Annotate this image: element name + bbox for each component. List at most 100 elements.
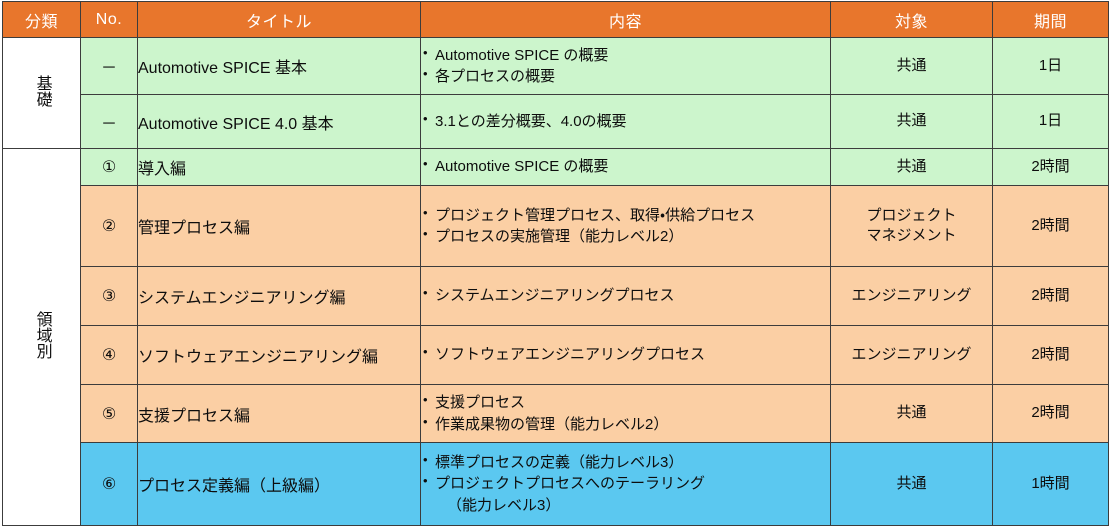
target-lines: 共通 xyxy=(831,403,992,423)
target-lines: エンジニアリング xyxy=(831,345,992,365)
table-header: 分類 No. タイトル 内容 対象 期間 xyxy=(2,1,1109,38)
content-bullet: Automotive SPICE の概要 xyxy=(421,44,830,66)
target-line: プロジェクト xyxy=(866,206,957,224)
target-line: 共通 xyxy=(896,474,927,492)
content-bullet: 3.1との差分概要、4.0の概要 xyxy=(421,110,830,132)
row-no: ③ xyxy=(80,266,138,326)
category-label: 領域別 xyxy=(33,310,51,359)
category-cell-domain: 領域別 xyxy=(2,148,81,526)
content-bullet: システムエンジニアリングプロセス xyxy=(421,284,830,306)
row-title: 支援プロセス編 xyxy=(137,384,421,443)
content-bullet: ソフトウェアエンジニアリングプロセス xyxy=(421,343,830,365)
target-line: エンジニアリング xyxy=(851,286,972,304)
content-bullet: 各プロセスの概要 xyxy=(421,65,830,87)
row-term: 2時間 xyxy=(992,185,1109,267)
column-header-no: No. xyxy=(80,1,138,38)
content-bullet-list: ソフトウェアエンジニアリングプロセス xyxy=(421,343,830,365)
row-term: 2時間 xyxy=(992,384,1109,443)
content-bullet: プロジェクトプロセスへのテーラリング xyxy=(421,472,830,494)
category-label: 基礎 xyxy=(33,74,51,107)
target-lines: プロジェクト マネジメント xyxy=(831,206,992,247)
table-row: ④ ソフトウェアエンジニアリング編 ソフトウェアエンジニアリングプロセス エンジ… xyxy=(3,325,1109,385)
target-lines: 共通 xyxy=(831,111,992,131)
row-no: － xyxy=(80,94,138,149)
column-header-target: 対象 xyxy=(830,1,993,38)
row-target: エンジニアリング xyxy=(830,325,993,385)
row-content: Automotive SPICE の概要 各プロセスの概要 xyxy=(420,37,831,95)
column-header-term: 期間 xyxy=(992,1,1109,38)
row-target: 共通 xyxy=(830,442,993,526)
row-content: 3.1との差分概要、4.0の概要 xyxy=(420,94,831,149)
target-lines: エンジニアリング xyxy=(831,286,992,306)
content-bullet-list: Automotive SPICE の概要 xyxy=(421,155,830,177)
table-row: ② 管理プロセス編 プロジェクト管理プロセス、取得・供給プロセス プロセスの実施… xyxy=(3,185,1109,267)
content-bullet: 標準プロセスの定義（能力レベル3） xyxy=(421,451,830,473)
row-target: 共通 xyxy=(830,37,993,95)
column-header-title: タイトル xyxy=(137,1,421,38)
row-target: エンジニアリング xyxy=(830,266,993,326)
row-no: － xyxy=(80,37,138,95)
table-row: ⑥ プロセス定義編（上級編） 標準プロセスの定義（能力レベル3） プロジェクトプ… xyxy=(3,442,1109,526)
row-term: 1日 xyxy=(992,37,1109,95)
content-bullet-list: Automotive SPICE の概要 各プロセスの概要 xyxy=(421,44,830,88)
row-content: システムエンジニアリングプロセス xyxy=(420,266,831,326)
target-lines: 共通 xyxy=(831,157,992,177)
row-target: プロジェクト マネジメント xyxy=(830,185,993,267)
row-title: プロセス定義編（上級編） xyxy=(137,442,421,526)
row-no: ⑤ xyxy=(80,384,138,443)
row-title: Automotive SPICE 4.0 基本 xyxy=(137,94,421,149)
row-target: 共通 xyxy=(830,384,993,443)
target-lines: 共通 xyxy=(831,474,992,494)
row-target: 共通 xyxy=(830,148,993,186)
row-term: 2時間 xyxy=(992,325,1109,385)
row-title: システムエンジニアリング編 xyxy=(137,266,421,326)
row-content: 標準プロセスの定義（能力レベル3） プロジェクトプロセスへのテーラリング （能力… xyxy=(420,442,831,526)
row-no: ② xyxy=(80,185,138,267)
row-title: 導入編 xyxy=(137,148,421,186)
row-content: Automotive SPICE の概要 xyxy=(420,148,831,186)
content-bullet: プロセスの実施管理（能力レベル2） xyxy=(421,225,830,247)
column-header-class: 分類 xyxy=(2,1,81,38)
row-no: ① xyxy=(80,148,138,186)
content-bullet-list: 標準プロセスの定義（能力レベル3） プロジェクトプロセスへのテーラリング （能力… xyxy=(421,451,830,516)
table-row: ③ システムエンジニアリング編 システムエンジニアリングプロセス エンジニアリン… xyxy=(3,266,1109,326)
content-bullet: プロジェクト管理プロセス、取得・供給プロセス xyxy=(421,204,830,226)
table-row: 領域別 ① 導入編 Automotive SPICE の概要 共通 2時間 xyxy=(2,148,1109,526)
target-line: 共通 xyxy=(896,56,927,74)
content-bullet-list: 支援プロセス 作業成果物の管理（能力レベル2） xyxy=(421,391,830,435)
row-term: 2時間 xyxy=(992,266,1109,326)
content-bullet-list: プロジェクト管理プロセス、取得・供給プロセス プロセスの実施管理（能力レベル2） xyxy=(421,204,830,248)
table-header-row: 分類 No. タイトル 内容 対象 期間 xyxy=(2,1,1109,38)
row-no: ④ xyxy=(80,325,138,385)
target-line: マネジメント xyxy=(866,227,957,244)
row-term: 2時間 xyxy=(992,148,1109,186)
row-no: ⑥ xyxy=(80,442,138,526)
row-content: 支援プロセス 作業成果物の管理（能力レベル2） xyxy=(420,384,831,443)
row-title: 管理プロセス編 xyxy=(137,185,421,267)
category-cell-basic: 基礎 xyxy=(2,37,81,149)
content-bullet: 支援プロセス xyxy=(421,391,830,413)
row-title: ソフトウェアエンジニアリング編 xyxy=(137,325,421,385)
target-line: 共通 xyxy=(896,112,927,130)
content-bullet-list: システムエンジニアリングプロセス xyxy=(421,284,830,306)
table-body: 基礎 － Automotive SPICE 基本 Automotive SPIC… xyxy=(2,37,1109,526)
row-term: 1時間 xyxy=(992,442,1109,526)
row-content: ソフトウェアエンジニアリングプロセス xyxy=(420,325,831,385)
table-row: － Automotive SPICE 4.0 基本 3.1との差分概要、4.0の… xyxy=(3,94,1109,149)
row-title: Automotive SPICE 基本 xyxy=(137,37,421,95)
target-lines: 共通 xyxy=(831,56,992,76)
content-bullet: Automotive SPICE の概要 xyxy=(421,155,830,177)
target-line: 共通 xyxy=(896,157,927,175)
content-bullet-continuation: （能力レベル3） xyxy=(447,496,561,514)
table-row: ⑤ 支援プロセス編 支援プロセス 作業成果物の管理（能力レベル2） 共通 2時間 xyxy=(3,384,1109,443)
row-content: プロジェクト管理プロセス、取得・供給プロセス プロセスの実施管理（能力レベル2） xyxy=(420,185,831,267)
target-line: 共通 xyxy=(896,404,927,422)
table-row: 基礎 － Automotive SPICE 基本 Automotive SPIC… xyxy=(2,37,1109,149)
row-term: 1日 xyxy=(992,94,1109,149)
content-bullet: 作業成果物の管理（能力レベル2） xyxy=(421,412,830,435)
content-bullet-list: 3.1との差分概要、4.0の概要 xyxy=(421,110,830,132)
row-target: 共通 xyxy=(830,94,993,149)
column-header-content: 内容 xyxy=(420,1,831,38)
